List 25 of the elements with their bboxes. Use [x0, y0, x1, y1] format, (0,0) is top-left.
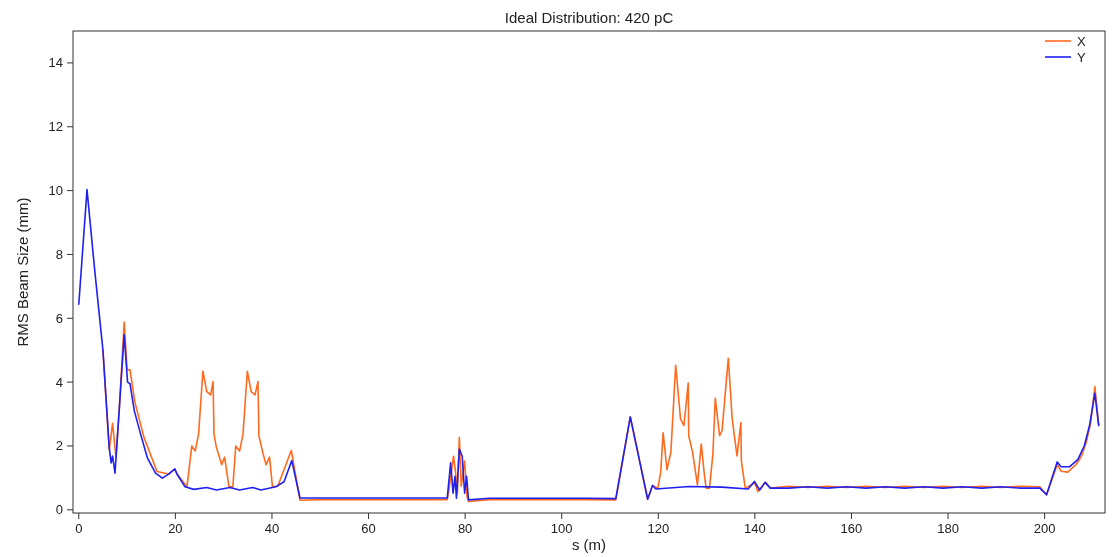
x-tick-label: 140: [744, 521, 766, 536]
y-axis-title: RMS Beam Size (mm): [14, 197, 31, 347]
line-series: [78, 188, 1100, 501]
y-tick-label: 10: [48, 183, 63, 199]
x-tick-label: 20: [168, 521, 183, 536]
legend-label: Y: [1077, 50, 1086, 65]
y-tick-label: 4: [55, 374, 63, 390]
x-tick-label: 120: [647, 521, 670, 536]
y-tick-label: 2: [55, 438, 63, 454]
y-tick-label: 0: [55, 502, 63, 518]
x-axis-title: s (m): [571, 536, 607, 553]
y-tick-label: 6: [55, 310, 63, 326]
x-tick-label: 100: [550, 521, 573, 536]
y-tick-label: 12: [48, 119, 63, 135]
legend-label: X: [1077, 34, 1086, 49]
x-tick-label: 40: [264, 521, 280, 536]
x-tick-label: 200: [1033, 521, 1056, 536]
y-tick-label: 14: [48, 55, 63, 71]
y-tick-label: 8: [55, 246, 63, 262]
x-tick-label: 60: [361, 521, 376, 536]
x-tick-label: 0: [75, 521, 83, 536]
x-tick-label: 180: [937, 521, 959, 536]
x-tick-label: 80: [457, 521, 473, 536]
x-tick-label: 160: [840, 521, 863, 536]
chart-title: Ideal Distribution: 420 pC: [504, 9, 674, 26]
